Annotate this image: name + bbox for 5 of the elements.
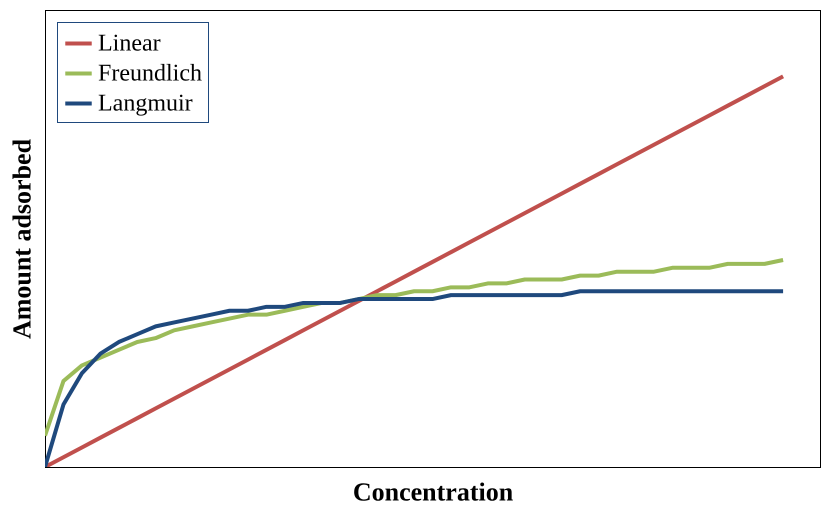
legend-label: Langmuir xyxy=(98,90,193,116)
legend-label: Freundlich xyxy=(98,60,202,86)
x-axis-title: Concentration xyxy=(352,478,514,506)
y-axis-title: Amount adsorbed xyxy=(8,138,36,340)
legend-label: Linear xyxy=(98,30,161,56)
